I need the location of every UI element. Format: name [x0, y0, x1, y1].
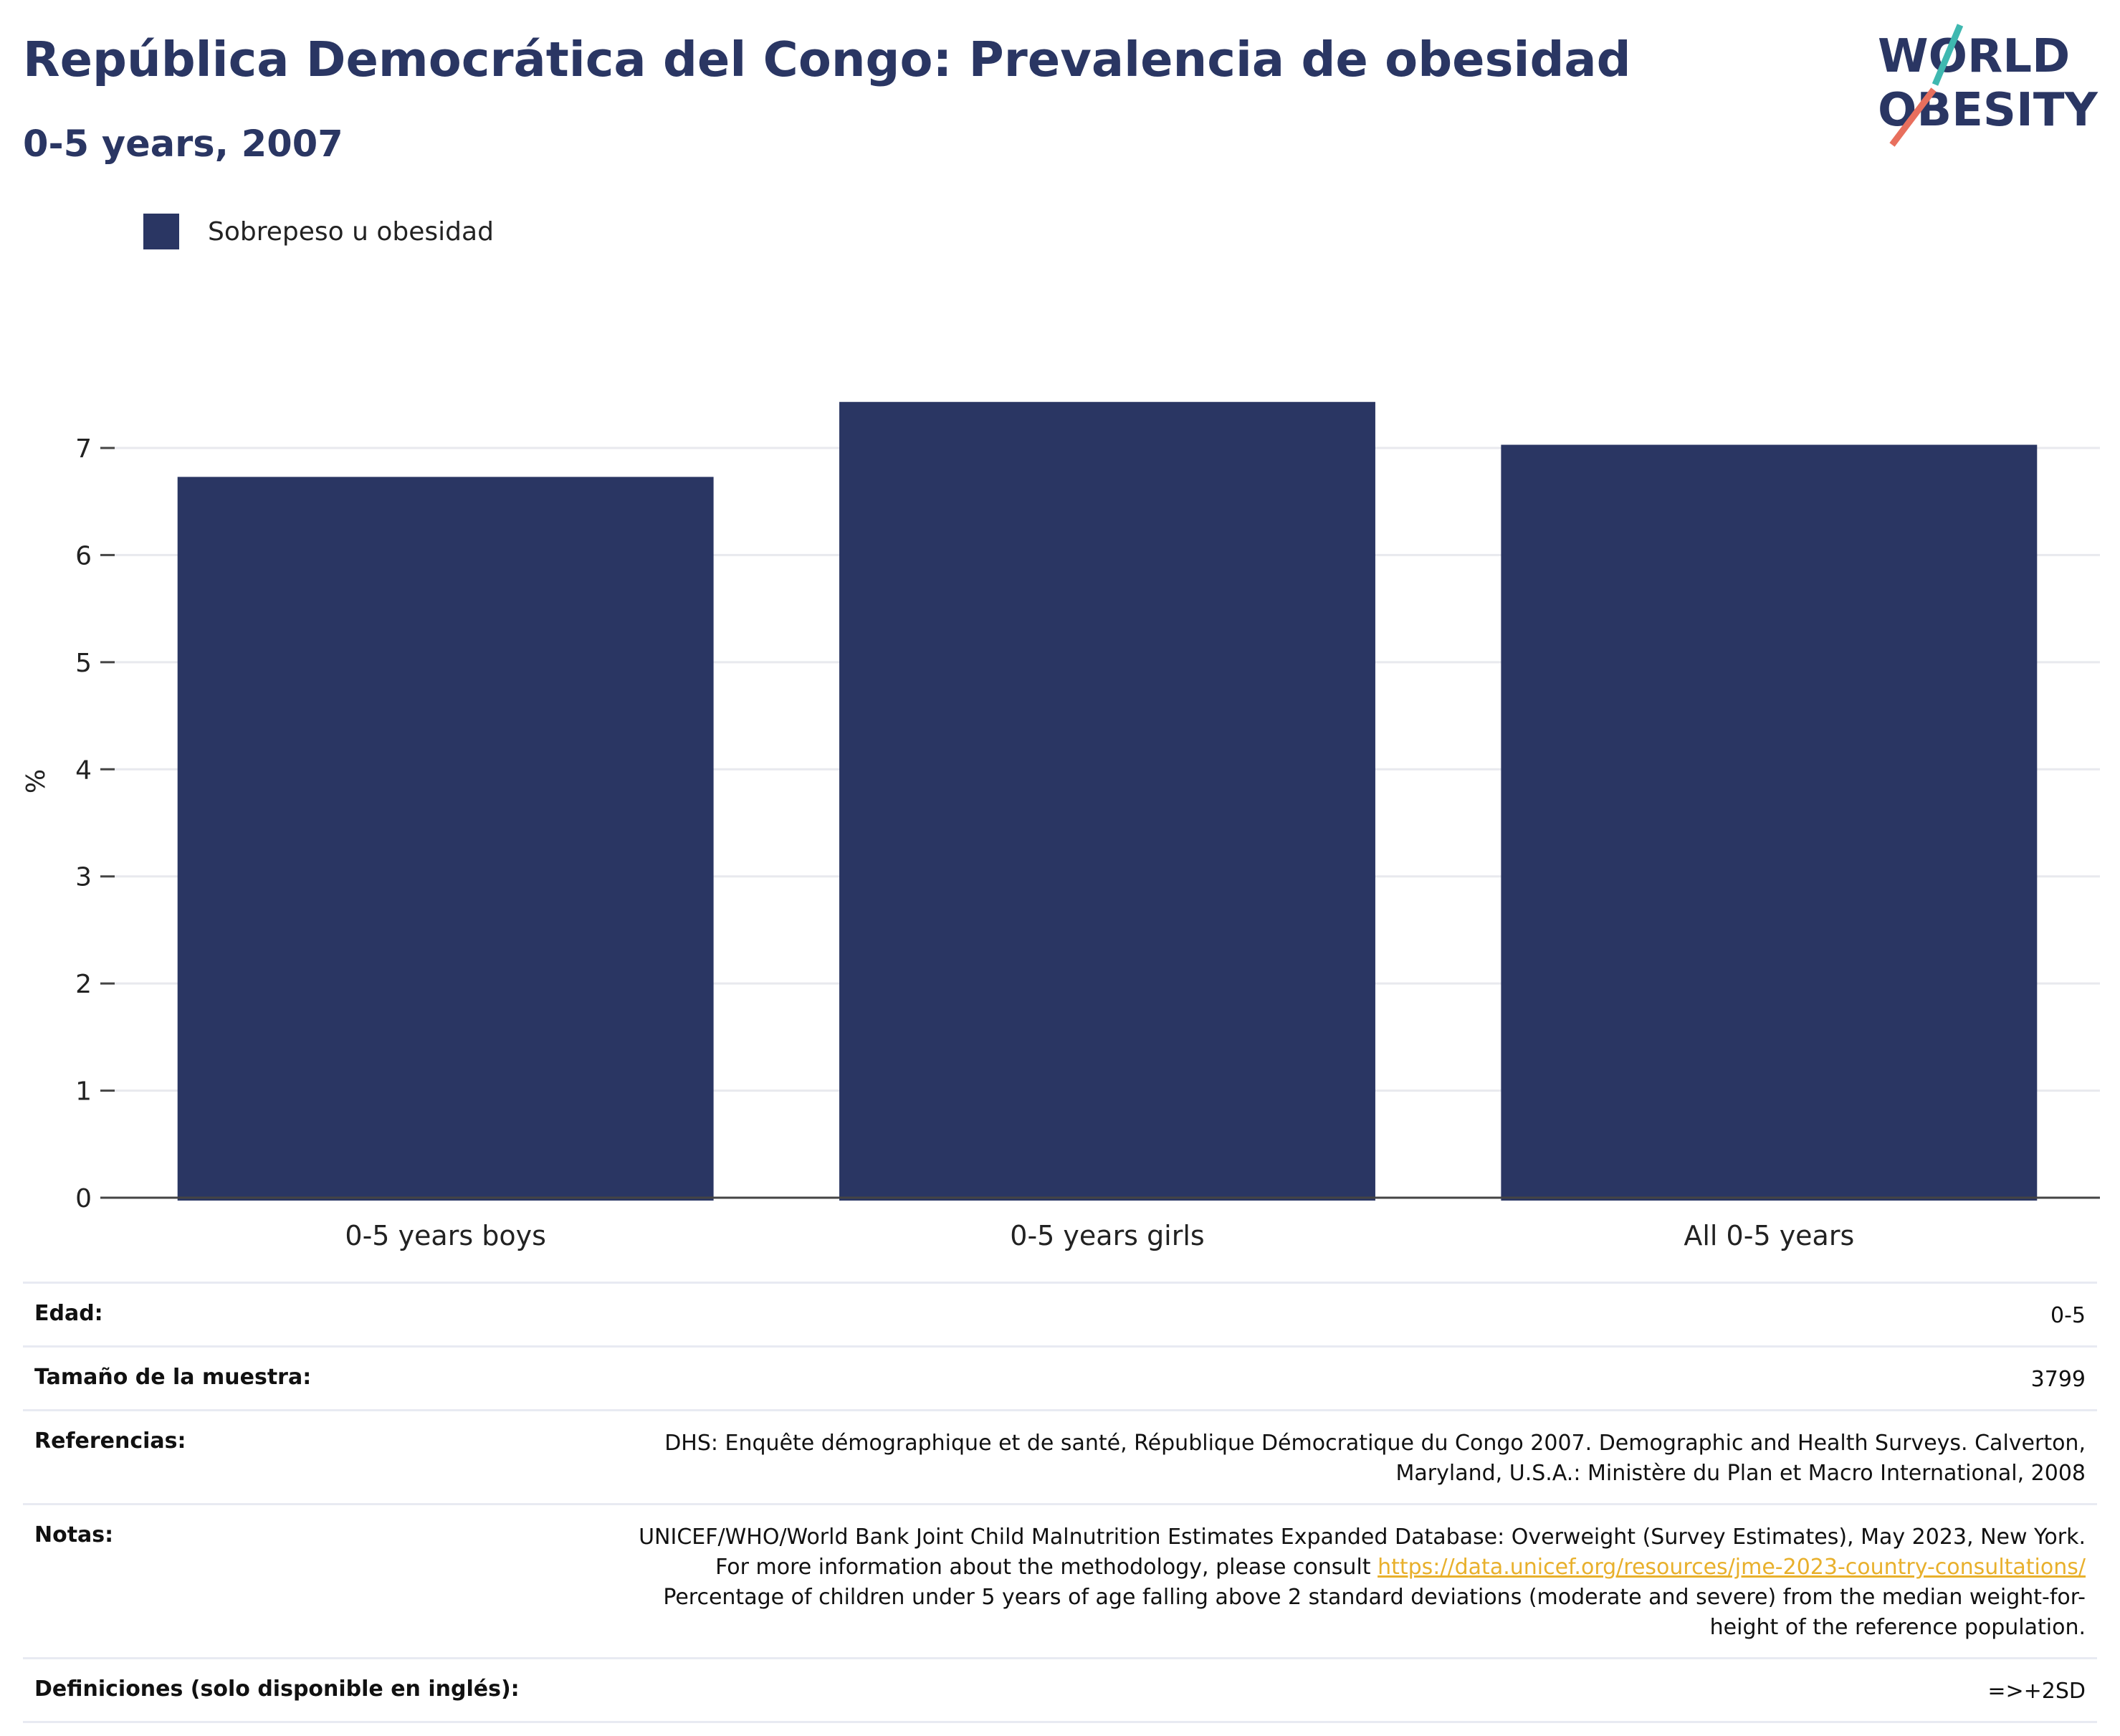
- info-row: Tamaño de la muestra: 3799: [23, 1345, 2097, 1409]
- info-row: Notas: UNICEF/WHO/World Bank Joint Child …: [23, 1503, 2097, 1657]
- bars: [177, 401, 2038, 1201]
- info-value: DHS: Enquête démographique et de santé, …: [664, 1431, 2086, 1486]
- info-row: Edad: 0-5: [23, 1282, 2097, 1345]
- x-tick-labels: 0-5 years boys 0-5 years girls All 0-5 yea…: [345, 1220, 1854, 1251]
- y-tick-label: 3: [75, 863, 92, 892]
- info-label: Edad:: [34, 1301, 103, 1326]
- logo-text-world: WORLD: [1878, 30, 2070, 83]
- methodology-link[interactable]: https://data.unicef.org/resources/jme-20…: [1377, 1555, 2086, 1580]
- x-tick-label: 0-5 years girls: [1010, 1220, 1204, 1251]
- legend[interactable]: Sobrepeso u obesidad: [143, 214, 494, 249]
- logo-slash-teal: [1932, 24, 1964, 86]
- x-tick-label: 0-5 years boys: [345, 1220, 545, 1251]
- legend-label: Sobrepeso u obesidad: [208, 216, 494, 247]
- chart-subtitle: 0-5 years, 2007: [23, 123, 343, 166]
- bar-0-5-years-boys[interactable]: [177, 477, 714, 1201]
- y-tick-label: 2: [75, 970, 92, 999]
- x-tick-label: All 0-5 years: [1684, 1220, 1854, 1251]
- y-tick-label: 1: [75, 1077, 92, 1107]
- y-tick-label: 7: [75, 434, 92, 464]
- info-value: =>+2SD: [1987, 1679, 2086, 1704]
- info-label: Referencias:: [34, 1429, 186, 1454]
- info-value: 3799: [2030, 1367, 2086, 1392]
- y-axis-label: %: [22, 769, 51, 793]
- info-label: Definiciones (solo disponible en inglés)…: [34, 1677, 520, 1702]
- info-value: 0-5: [2050, 1303, 2086, 1328]
- logo-slash-coral: [1889, 87, 1937, 147]
- y-tick-labels: 0 1 2 3 4 5 6 7: [75, 434, 115, 1213]
- info-value: UNICEF/WHO/World Bank Joint Child Malnut…: [639, 1525, 2086, 1640]
- info-label: Notas:: [34, 1522, 114, 1547]
- info-row: Referencias: DHS: Enquête démographique e…: [23, 1409, 2097, 1503]
- info-table: Edad: 0-5 Tamaño de la muestra: 3799 Referen…: [23, 1282, 2097, 1723]
- y-tick-label: 0: [75, 1184, 92, 1213]
- y-tick-label: 4: [75, 755, 92, 785]
- bar-all-0-5-years[interactable]: [1501, 444, 2038, 1201]
- bar-chart: 0 1 2 3 4 5 6 7 0-5 years boys 0-5 years girls Al…: [22, 401, 2100, 1251]
- info-row: Definiciones (solo disponible en inglés)…: [23, 1657, 2097, 1723]
- y-tick-label: 6: [75, 541, 92, 571]
- bar-0-5-years-girls[interactable]: [839, 401, 1375, 1201]
- info-label: Tamaño de la muestra:: [34, 1365, 312, 1390]
- chart-title: República Democrática del Congo: Prevale…: [23, 32, 1631, 87]
- world-obesity-logo: WORLD OBESITY: [1878, 24, 2098, 147]
- legend-swatch: [143, 214, 179, 249]
- y-tick-label: 5: [75, 649, 92, 678]
